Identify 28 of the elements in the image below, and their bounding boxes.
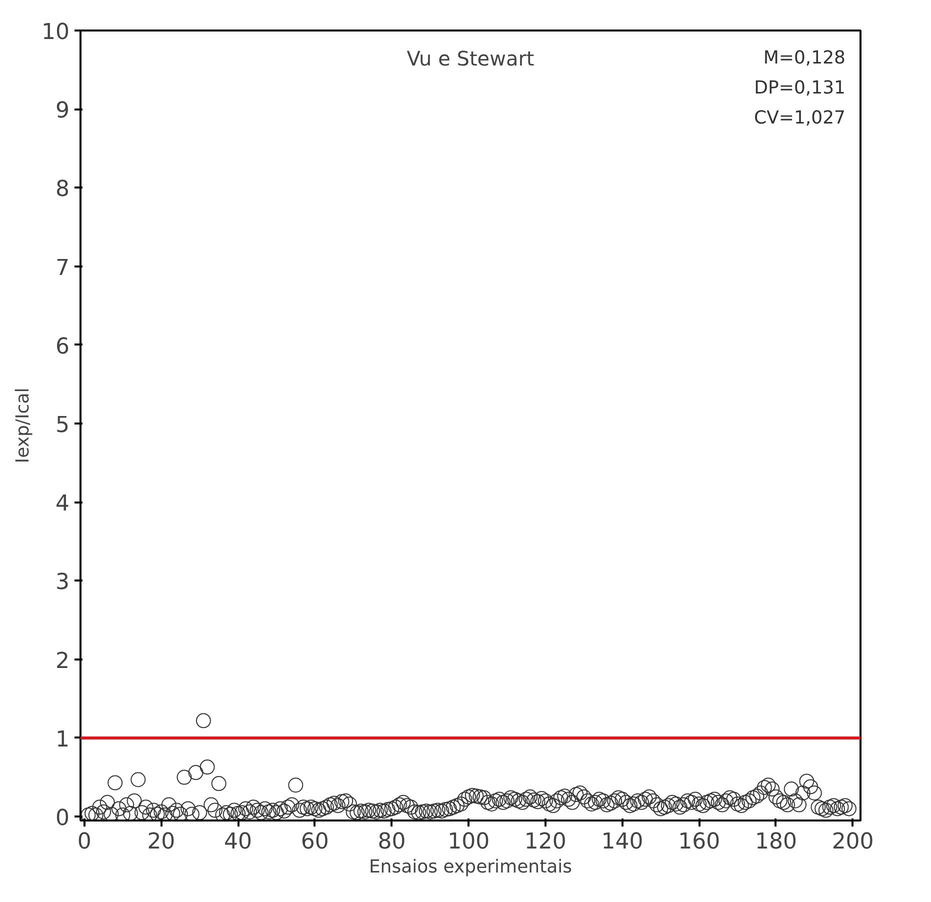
y-tick-label: 2: [56, 648, 70, 674]
annotation: M=0,128: [763, 48, 846, 68]
y-tick-label: 8: [56, 177, 70, 202]
y-tick-label: 1: [56, 727, 70, 752]
annotation: CV=1,027: [754, 108, 846, 128]
y-axis-title: Iexp/Ical: [12, 388, 34, 464]
y-tick-label: 4: [56, 492, 70, 517]
annotation: DP=0,131: [754, 78, 846, 98]
y-tick-label: 10: [42, 20, 70, 45]
x-tick-label: 100: [448, 830, 490, 854]
y-tick-label: 9: [56, 98, 70, 124]
x-axis-title: Ensaios experimentais: [368, 856, 572, 878]
x-tick-label: 120: [524, 830, 566, 854]
y-tick-label: 3: [56, 570, 70, 596]
x-tick-label: 140: [601, 830, 644, 854]
y-tick-label: 6: [56, 334, 70, 360]
x-tick-label: 200: [832, 830, 874, 854]
y-tick-label: 5: [56, 413, 70, 438]
x-tick-label: 80: [378, 830, 406, 854]
y-tick-label: 0: [56, 806, 70, 832]
x-tick-label: 60: [300, 830, 329, 854]
x-tick-label: 0: [77, 830, 92, 854]
x-tick-label: 160: [678, 830, 720, 854]
x-tick-label: 20: [147, 830, 176, 854]
y-tick-label: 7: [56, 256, 70, 281]
x-tick-label: 180: [754, 830, 797, 854]
text: Vu e Stewart: [406, 46, 534, 70]
x-tick-label: 40: [224, 830, 252, 854]
